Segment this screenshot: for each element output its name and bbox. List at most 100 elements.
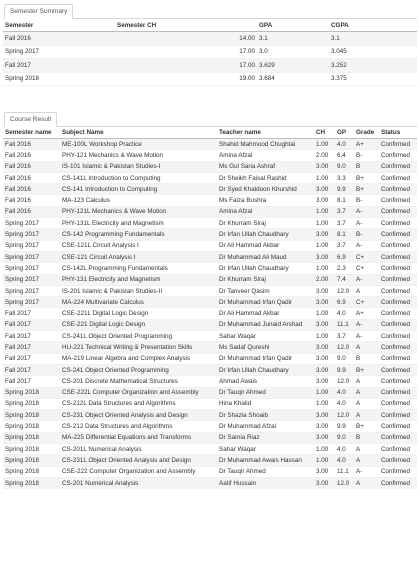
course-row: Fall 2017 CSE-221L Digital Logic Design Dr… (3, 308, 417, 320)
column-header-gpa[interactable]: GPA (259, 21, 273, 29)
column-header-status[interactable]: Status (381, 129, 401, 136)
cell-semester-ch: 14.00 (239, 34, 255, 42)
cell-status: Confirmed (381, 264, 411, 272)
cell-semester-name: Fall 2017 (5, 321, 31, 329)
course-row: Spring 2018 CS-231 Object Oriented Analys… (3, 409, 417, 421)
cell-grade: A+ (356, 140, 364, 148)
cell-gp: 9.0 (337, 163, 346, 171)
cell-subject-name: CS-142L Programming Fundamentals (62, 264, 168, 272)
cell-semester-name: Spring 2017 (5, 231, 39, 239)
cell-ch: 3.00 (316, 355, 329, 363)
course-row: Spring 2018 MA-225 Differential Equations… (3, 432, 417, 444)
tab-semester-summary[interactable]: Semester Summary (4, 4, 74, 19)
cell-teacher-name: Dr Shazia Shoaib (219, 411, 269, 419)
summary-row: Fall 2017 17.00 3.629 3.252 (3, 58, 417, 72)
cell-grade: A- (356, 276, 363, 284)
cell-subject-name: MA-123 Calculus (62, 197, 110, 205)
cell-ch: 3.00 (316, 321, 329, 329)
cell-semester-name: Fall 2016 (5, 140, 31, 148)
cell-ch: 3.00 (316, 423, 329, 431)
cell-status: Confirmed (381, 140, 411, 148)
course-row: Fall 2017 HU-221 Technical Writing & Pres… (3, 341, 417, 354)
cell-teacher-name: Dr Ali Hammad Akbar (219, 310, 280, 318)
cell-semester-name: Spring 2018 (5, 479, 39, 487)
cell-grade: B- (356, 151, 363, 159)
cell-status: Confirmed (381, 208, 411, 216)
cell-teacher-name: Dr Khurram Siraj (219, 276, 266, 284)
cell-grade: C+ (356, 253, 365, 261)
course-row: Fall 2016 PHY-121 Mechanics & Wave Motion… (3, 150, 417, 162)
cell-gp: 3.7 (337, 332, 346, 340)
cell-gp: 3.7 (337, 219, 346, 227)
cell-gp: 9.0 (337, 355, 346, 363)
course-row: Spring 2017 PHY-131L Electricity and Magn… (3, 218, 417, 229)
column-header-ch[interactable]: CH (316, 129, 326, 136)
course-row: Spring 2017 PHY-131 Electricity and Magne… (3, 274, 417, 286)
cell-status: Confirmed (381, 151, 411, 159)
cell-gp: 8.1 (337, 231, 346, 239)
cell-teacher-name: Shahid Mahmood Chughtai (219, 140, 296, 148)
cell-ch: 1.00 (316, 332, 329, 340)
column-header-cgpa[interactable]: CGPA (331, 21, 349, 29)
cell-teacher-name: Ahmad Awais (219, 377, 258, 385)
course-row: Fall 2016 CS-141 Introduction to Computin… (3, 183, 417, 195)
column-header-grade[interactable]: Grade (356, 129, 375, 136)
cell-ch: 3.00 (316, 366, 329, 374)
cell-teacher-name: Dr Muhammad Awais Hassan (219, 456, 302, 464)
cell-gp: 6.9 (337, 253, 346, 261)
cell-teacher-name: Aatif Hussain (219, 479, 257, 487)
column-header-teacher-name[interactable]: Teacher name (219, 129, 261, 136)
cell-subject-name: MA-219 Linear Algebra and Complex Analys… (62, 355, 191, 363)
cell-status: Confirmed (381, 197, 411, 205)
cell-teacher-name: Dr Muhammad Irfan Qadir (219, 355, 293, 363)
result-table-body: Fall 2016 ME-100L Workshop Practice Shahid… (3, 138, 417, 489)
cell-semester-ch: 17.00 (239, 48, 255, 56)
cell-grade: B+ (356, 185, 364, 193)
course-row: Fall 2016 CS-141L Introduction to Computi… (3, 172, 417, 184)
cell-status: Confirmed (381, 355, 411, 363)
cell-gp: 2.3 (337, 264, 346, 272)
cell-grade: A (356, 389, 361, 397)
column-header-semester-name[interactable]: Semester name (5, 129, 52, 136)
cell-teacher-name: Dr Samia Riaz (219, 434, 260, 442)
cell-ch: 1.00 (316, 242, 329, 250)
tab-course-result[interactable]: Course Result (4, 112, 58, 127)
result-header-row: Semester name Subject Name Teacher name … (3, 127, 417, 139)
cell-grade: A (356, 377, 361, 385)
course-row: Fall 2016 ME-100L Workshop Practice Shahid… (3, 138, 417, 150)
result-tabbar: Course Result (3, 110, 417, 127)
column-header-semester[interactable]: Semester (5, 21, 34, 29)
column-header-subject-name[interactable]: Subject Name (62, 129, 104, 136)
cell-status: Confirmed (381, 343, 411, 351)
cell-teacher-name: Hina Khalid (219, 400, 252, 408)
cell-gp: 4.0 (337, 310, 346, 318)
cell-cgpa: 3.045 (331, 48, 347, 56)
course-row: Fall 2017 CS-201 Discrete Mathematical St… (3, 376, 417, 388)
cell-subject-name: HU-221 Technical Writing & Presentation … (62, 343, 193, 351)
cell-status: Confirmed (381, 276, 411, 284)
cell-grade: B (356, 163, 361, 171)
cell-grade: A (356, 445, 361, 453)
cell-status: Confirmed (381, 287, 411, 295)
cell-grade: A (356, 456, 361, 464)
cell-teacher-name: Dr Irfan Ullah Chaudhary (219, 231, 289, 239)
cell-semester-name: Fall 2017 (5, 355, 31, 363)
cell-semester-name: Spring 2018 (5, 468, 39, 476)
cell-teacher-name: Sahar Waqar (219, 332, 256, 340)
column-header-semester-ch[interactable]: Semester CH (117, 21, 157, 29)
cell-semester-ch: 19.00 (239, 75, 255, 83)
cell-grade: A (356, 287, 361, 295)
cell-teacher-name: Dr Irfan Ullah Chaudhary (219, 264, 289, 272)
summary-row: Fall 2016 14.00 3.1 3.1 (3, 31, 417, 45)
cell-grade: A (356, 479, 361, 487)
cell-subject-name: CSE-222L Computer Organization and Assem… (62, 389, 199, 397)
summary-tabbar: Semester Summary (3, 2, 417, 19)
cell-subject-name: IS-201 Islamic & Pakistan Studies-II (62, 287, 163, 295)
course-row: Spring 2018 CS-201 Numerical Analysis Aati… (3, 477, 417, 489)
semester-summary-table: Semester Semester CH GPA CGPA Fall 2016 1… (3, 19, 417, 86)
cell-grade: A- (356, 468, 363, 476)
cell-ch: 1.00 (316, 264, 329, 272)
cell-gp: 4.0 (337, 456, 346, 464)
column-header-gp[interactable]: GP (337, 129, 347, 136)
cell-semester-name: Spring 2017 (5, 298, 39, 306)
